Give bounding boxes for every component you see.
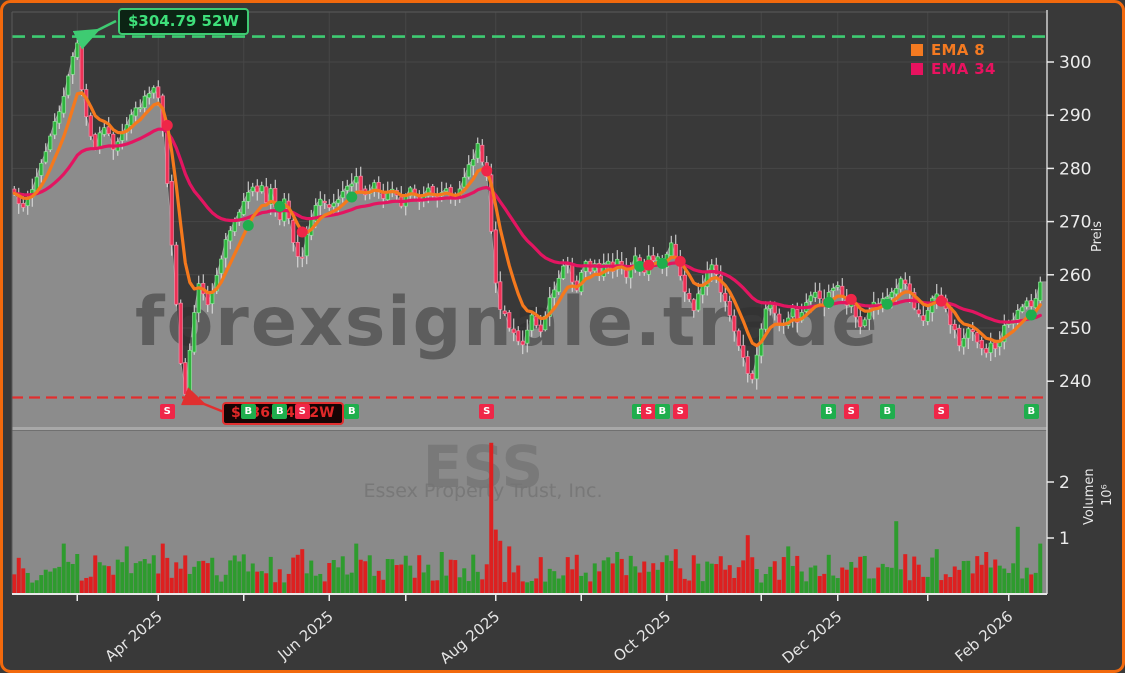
svg-text:Oct 2025: Oct 2025 <box>610 607 674 665</box>
ema-lines <box>12 91 1042 348</box>
svg-text:300: 300 <box>1059 53 1091 73</box>
svg-text:2: 2 <box>1059 473 1070 493</box>
svg-text:240: 240 <box>1059 372 1091 392</box>
watermark-symbol: ESS <box>423 433 544 501</box>
svg-text:1: 1 <box>1059 529 1070 549</box>
signal-dots <box>161 119 1037 321</box>
svg-text:Apr 2025: Apr 2025 <box>101 607 165 665</box>
volume-bars <box>12 442 1043 594</box>
svg-text:290: 290 <box>1059 106 1091 126</box>
svg-text:Dec 2025: Dec 2025 <box>779 607 846 667</box>
svg-text:Jun 2025: Jun 2025 <box>274 607 337 664</box>
watermark-company: Essex Property Trust, Inc. <box>363 480 602 502</box>
svg-text:Feb 2026: Feb 2026 <box>952 607 1017 665</box>
svg-text:250: 250 <box>1059 319 1091 339</box>
price-area-fill <box>11 42 1047 427</box>
annotation-arrows <box>72 19 225 414</box>
svg-text:260: 260 <box>1059 266 1091 286</box>
svg-text:280: 280 <box>1059 159 1091 179</box>
svg-text:Aug 2025: Aug 2025 <box>436 607 503 667</box>
watermark-brand: forexsignale.trade <box>135 283 880 362</box>
svg-text:270: 270 <box>1059 213 1091 233</box>
